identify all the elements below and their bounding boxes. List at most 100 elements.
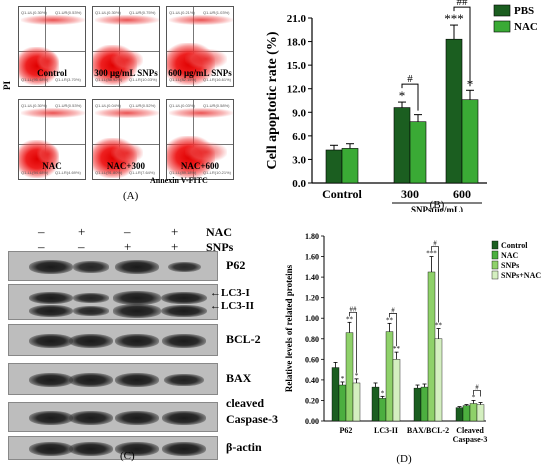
y-axis-label: Relative levels of related proteins — [284, 264, 294, 392]
quadrant-percentage: Q1-UR(0.52%) — [129, 103, 156, 108]
legend-label: PBS — [514, 5, 534, 17]
treatment-label: SNPs — [206, 240, 234, 254]
annexin-axis-label: Annexin V-FITC — [150, 176, 208, 185]
significance-star: * — [355, 372, 359, 380]
quadrant-line-vertical — [45, 7, 47, 86]
legend-swatch — [491, 250, 499, 260]
legend-swatch — [493, 20, 511, 33]
legend-label: NAC — [514, 21, 538, 33]
flow-plot: Q1-UL(0.30%) Q1-UR(0.53%) Q1-LL(95.48%) Q1-… — [18, 6, 86, 87]
quadrant-percentage: Q1-LL(94.48%) — [21, 170, 49, 175]
x-tick-label: 300 — [401, 187, 419, 201]
blot-band — [162, 411, 206, 425]
bar-pbs — [445, 38, 463, 184]
quadrant-percentage: Q1-LL(88.92%) — [95, 77, 123, 82]
legend-label: SNPs — [501, 261, 519, 270]
comparison-bracket — [349, 311, 357, 373]
blot-band — [167, 261, 201, 273]
y-tick-label: 0.20 — [305, 396, 319, 405]
bar-control — [455, 407, 464, 422]
y-tick-label: 3.0 — [292, 154, 306, 166]
bracket-label: # — [475, 383, 479, 391]
scatter-smear — [169, 108, 233, 118]
blot-band — [73, 261, 109, 273]
y-tick-label: 12.0 — [287, 84, 307, 96]
legend-swatch — [491, 260, 499, 270]
y-tick-label: 0.00 — [305, 417, 319, 426]
comparison-bracket — [473, 390, 481, 397]
bar-nac — [420, 386, 429, 422]
western-blot-panel: – + – + NAC – – + + SNPs P62 ←LC3-I ←LC3-II BCL-2 BAX c… — [0, 218, 280, 467]
legend-swatch — [491, 240, 499, 250]
treatment-label: NAC — [206, 225, 232, 239]
comparison-bracket — [389, 313, 397, 347]
significance-star: ** — [435, 322, 443, 330]
scatter-tail — [37, 51, 59, 71]
blot-strip — [8, 324, 218, 356]
blot-label: Caspase-3 — [226, 412, 279, 426]
y-tick-label: 0.40 — [305, 376, 319, 385]
flow-plot: Q1-UL(0.30%) Q1-UR(0.75%) Q1-LL(88.92%) Q1-… — [92, 6, 160, 87]
treatment-sign: + — [171, 239, 179, 254]
blot-band — [164, 373, 204, 387]
blot-label: β-actin — [226, 440, 262, 454]
y-tick-label: 21.0 — [287, 13, 307, 25]
bar-nac — [338, 384, 347, 422]
pi-axis-label: PI — [2, 81, 12, 90]
significance-star: * — [341, 375, 345, 383]
quadrant-percentage: Q1-LR(7.64%) — [129, 170, 155, 175]
flow-plot: Q1-UL(0.30%) Q1-UR(0.53%) Q1-LL(94.48%) Q1-… — [18, 99, 86, 180]
bar-nac — [378, 398, 387, 422]
legend-label: SNPs+NAC — [501, 271, 541, 280]
quadrant-percentage: Q1-UR(0.58%) — [203, 103, 230, 108]
bar-snps-nac — [352, 382, 361, 422]
blot-band — [115, 411, 159, 425]
quadrant-line-vertical — [45, 100, 47, 179]
scatter-tail — [37, 144, 59, 164]
flow-plot-label: 600 μg/mL SNPs — [168, 68, 232, 78]
legend-swatch — [493, 4, 511, 17]
bar-control — [371, 386, 380, 422]
flow-plot-label: NAC+300 — [106, 161, 146, 171]
bracket-label: ## — [350, 305, 358, 313]
flow-plot-label: NAC+600 — [180, 161, 220, 171]
quadrant-percentage: Q1-UL(0.30%) — [21, 103, 47, 108]
y-tick-label: 1.80 — [305, 232, 319, 241]
blot-band — [69, 334, 113, 348]
flow-cytometry-grid: Q1-UL(0.30%) Q1-UR(0.53%) Q1-LL(95.48%) Q1-… — [18, 6, 236, 186]
quadrant-percentage: Q1-LR(16.61%) — [203, 77, 232, 82]
apoptosis-bar-chart: 0.0 3.0 6.0 9.0 12.0 15.0 18.0 21.0 Cell apoptot… — [265, 0, 538, 212]
protein-levels-bar-chart: 0.00 0.20 0.40 0.60 0.80 1.00 1.20 1.40 1.60 1.80… — [284, 232, 541, 465]
bracket-label: # — [433, 240, 437, 248]
blot-band — [115, 334, 159, 348]
blot-band — [29, 292, 73, 304]
quadrant-percentage: Q1-LR(4.69%) — [55, 170, 81, 175]
bar-snps-nac — [392, 359, 401, 422]
treatment-sign: + — [171, 224, 179, 239]
legend-label: NAC — [501, 251, 519, 260]
blot-strip — [8, 402, 218, 432]
blot-strip — [8, 251, 218, 281]
treatment-sign: – — [78, 239, 85, 254]
bar-snps — [345, 332, 354, 422]
blot-band — [29, 334, 73, 348]
y-tick-label: 6.0 — [292, 131, 306, 143]
significance-star: * — [381, 389, 385, 397]
treatment-sign: + — [124, 239, 132, 254]
blot-band — [112, 291, 162, 305]
significance-star: * — [399, 88, 406, 103]
bar-pbs — [393, 107, 411, 184]
y-axis-label: Cell apoptotic rate (%) — [265, 31, 280, 169]
comparison-bracket — [401, 83, 419, 111]
x-tick-label: Control — [322, 187, 362, 201]
bar-snps-nac — [434, 338, 443, 422]
x-tick-label: P62 — [340, 426, 353, 435]
legend-swatch — [491, 270, 499, 280]
treatment-sign: – — [124, 224, 131, 239]
y-tick-label: 1.00 — [305, 314, 319, 323]
quadrant-percentage: Q1-UL(0.30%) — [21, 10, 47, 15]
quadrant-percentage: Q1-UL(0.04%) — [95, 103, 121, 108]
blot-band — [69, 373, 113, 387]
blot-band — [112, 304, 162, 318]
quadrant-percentage: Q1-LL(89.18%) — [169, 170, 197, 175]
